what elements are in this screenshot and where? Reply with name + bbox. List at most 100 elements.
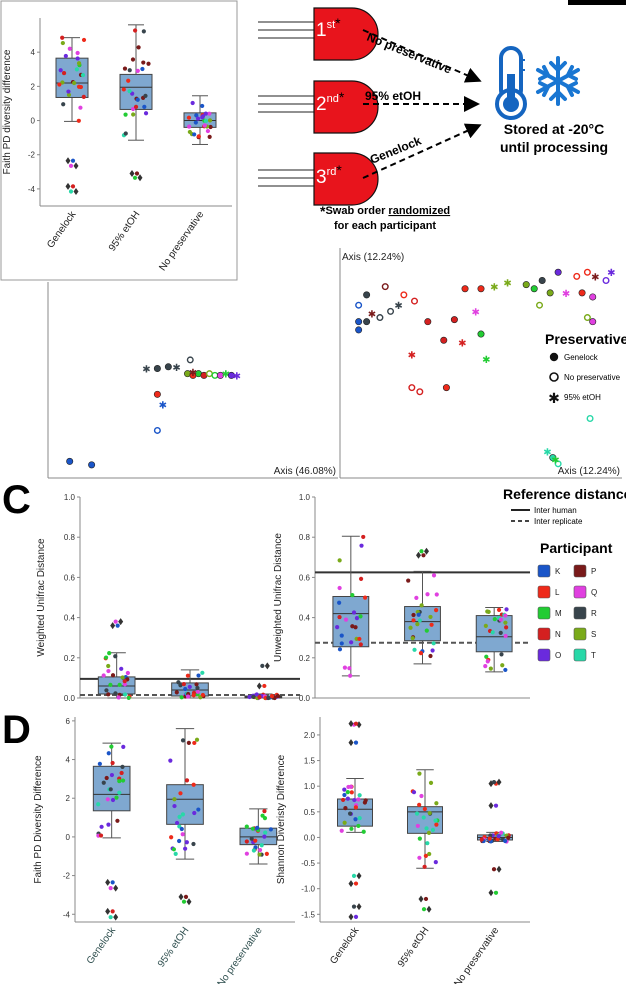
- unweighted-point: [357, 636, 362, 642]
- inset-point: [61, 70, 67, 76]
- faith-d-ytick-label: 0: [66, 833, 71, 842]
- unweighted-unifrac-chart: 0.0 0.2 0.4 0.6 0.8 1.0 Unweighted Unifrac Dis…: [273, 493, 530, 703]
- shannon-d-point: [345, 796, 350, 801]
- faith-d-point: [106, 751, 111, 756]
- storage-line-2: until processing: [500, 139, 608, 155]
- inset-point: [126, 78, 131, 83]
- shannon-d-point: [422, 806, 427, 812]
- unweighted-point: [361, 534, 366, 540]
- unweighted-point: [350, 624, 355, 629]
- unweighted-point: [337, 558, 342, 563]
- pcoa-right-ylabel: Axis (12.24%): [342, 252, 404, 263]
- inset-point: [72, 80, 77, 86]
- unweighted-outlier-point: [421, 553, 426, 558]
- pcoa-right-point: [376, 314, 384, 322]
- preservative-legend-label-genelock: Genelock: [564, 353, 599, 362]
- pcoa-right-point: [381, 283, 389, 291]
- inset-point: [190, 100, 195, 106]
- inset-point: [127, 89, 132, 94]
- faith-d-point: [184, 778, 190, 783]
- weighted-outlier-point: [113, 619, 118, 624]
- reference-legend-label-human: Inter human: [534, 506, 577, 515]
- unweighted-point: [431, 641, 436, 646]
- unweighted-ytick-label: 0.0: [299, 694, 311, 703]
- weighted-point: [122, 682, 128, 687]
- weighted-point: [185, 673, 190, 678]
- workflow-diagram: 1st* 2nd* 3rd* No preservative 95% etOH …: [258, 0, 626, 232]
- shannon-d-outlier: [348, 720, 354, 728]
- weighted-point: [257, 695, 262, 700]
- participant-label-P: P: [591, 567, 596, 576]
- participant-swatch-K: [537, 564, 551, 578]
- shannon-d-ytick-label: 1.0: [304, 782, 316, 791]
- faith-d-point: [259, 843, 264, 848]
- participant-label-M: M: [555, 609, 562, 618]
- shannon-d-point: [340, 797, 346, 803]
- inset-outlier-point: [68, 163, 74, 168]
- inset-point: [63, 53, 68, 59]
- unweighted-outlier-point: [419, 549, 424, 554]
- shannon-d-point: [348, 784, 354, 789]
- faith-d-point: [257, 847, 263, 853]
- swab-3-label: 3rd*: [316, 162, 342, 188]
- inset-point: [205, 128, 211, 134]
- unweighted-point: [415, 622, 420, 627]
- inset-point: [135, 68, 140, 73]
- faith-d-point: [180, 812, 186, 817]
- unweighted-ytick-label: 0.8: [299, 533, 311, 542]
- unweighted-ytick-label: 1.0: [299, 493, 311, 502]
- faith-d-point: [174, 820, 180, 826]
- weighted-point: [106, 663, 111, 669]
- faith-d-ytick-label: 2: [66, 794, 71, 803]
- pcoa-right-point: [586, 414, 594, 422]
- faith-d-ytick-label: -4: [63, 910, 71, 919]
- faith-d-point: [101, 780, 106, 785]
- unweighted-point: [484, 654, 489, 659]
- participant-swatch-M: [537, 606, 551, 620]
- inset-point: [186, 115, 192, 120]
- inset-point: [140, 66, 145, 72]
- faith-d-point: [250, 826, 255, 831]
- weighted-outlier-point: [260, 663, 265, 668]
- faith-d-point: [268, 827, 273, 832]
- pcoa-right-point: [536, 301, 544, 309]
- inset-point: [131, 112, 136, 117]
- shannon-d-point: [496, 834, 501, 839]
- unweighted-point: [485, 659, 490, 664]
- unweighted-point: [498, 617, 503, 622]
- faith-d-point: [110, 760, 115, 766]
- unweighted-point: [337, 647, 343, 652]
- weighted-point: [275, 693, 281, 699]
- arrow-no-preservative: [362, 29, 482, 83]
- shannon-d-point: [503, 838, 508, 844]
- inset-outlier: [65, 182, 71, 190]
- shannon-d-outlier-point: [351, 873, 357, 878]
- faith-d-outlier-point: [110, 880, 115, 885]
- unweighted-ytick-label: 0.2: [299, 654, 311, 663]
- storage-line-1: Stored at -20°C: [504, 121, 605, 137]
- shannon-d-point: [422, 864, 427, 869]
- faith-d-point: [105, 797, 110, 802]
- inset-point: [203, 118, 209, 123]
- shannon-d-outlier: [488, 802, 494, 810]
- weighted-unifrac-chart: 0.0 0.2 0.4 0.6 0.8 1.0 Weighted Unifrac Dista…: [36, 493, 300, 703]
- faith-d-point: [172, 797, 177, 802]
- panel-c: 0.0 0.2 0.4 0.6 0.8 1.0 Weighted Unifrac Dista…: [36, 486, 626, 703]
- unweighted-point: [343, 617, 349, 622]
- weighted-point: [106, 668, 111, 674]
- participant-swatch-R: [573, 606, 587, 620]
- weighted-point: [183, 686, 188, 692]
- pcoa-right-point: [549, 454, 557, 462]
- unweighted-point: [416, 612, 421, 617]
- unweighted-point: [483, 623, 488, 628]
- inset-point: [143, 111, 149, 116]
- shannon-d-point: [423, 853, 428, 858]
- faith-d-point: [114, 795, 119, 800]
- shannon-d-outlier: [348, 739, 354, 747]
- star-icon: ✱: [548, 390, 560, 406]
- participant-label-R: R: [591, 609, 597, 618]
- unweighted-point: [362, 595, 368, 600]
- inset-point: [203, 111, 208, 116]
- weighted-ylabel: Weighted Unifrac Distance: [36, 538, 47, 657]
- inset-point: [78, 105, 83, 110]
